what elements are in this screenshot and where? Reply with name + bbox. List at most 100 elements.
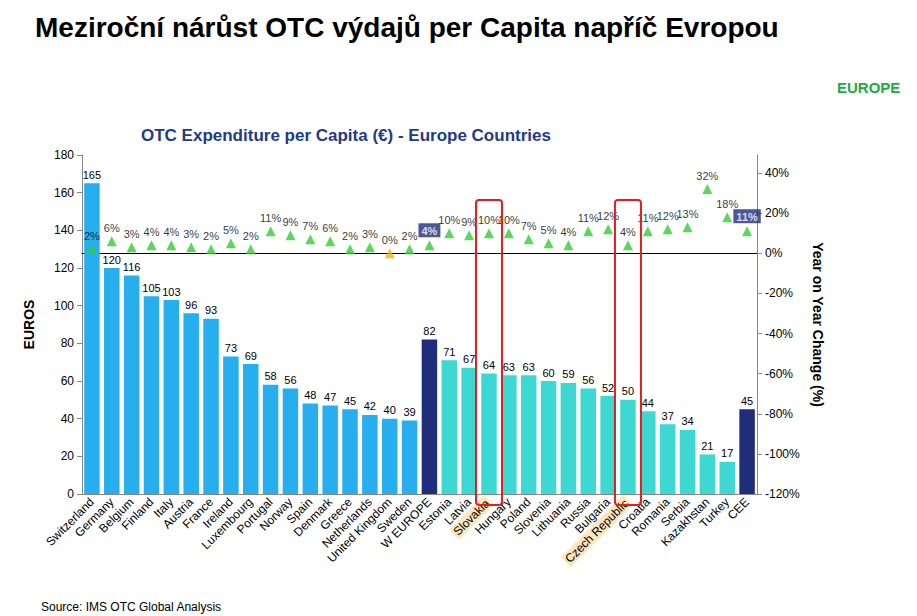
svg-text:5%: 5% (223, 224, 239, 236)
svg-text:67: 67 (463, 353, 475, 365)
svg-text:58: 58 (264, 370, 276, 382)
svg-text:64: 64 (483, 359, 495, 371)
svg-text:0%: 0% (765, 246, 783, 260)
svg-text:120: 120 (103, 254, 121, 266)
svg-text:0: 0 (67, 487, 74, 501)
svg-text:Netherlands: Netherlands (319, 495, 375, 551)
svg-text:103: 103 (162, 286, 180, 298)
svg-text:3%: 3% (183, 228, 199, 240)
svg-text:32%: 32% (696, 170, 718, 182)
svg-text:0%: 0% (382, 234, 398, 246)
svg-text:-100%: -100% (765, 447, 800, 461)
svg-text:105: 105 (142, 282, 160, 294)
svg-text:56: 56 (582, 374, 594, 386)
svg-text:52: 52 (602, 382, 614, 394)
svg-text:Meziroční nárůst OTC výdajů pe: Meziroční nárůst OTC výdajů per Capita n… (35, 12, 779, 43)
svg-text:2%: 2% (342, 230, 358, 242)
svg-text:100: 100 (54, 299, 74, 313)
svg-text:80: 80 (61, 336, 75, 350)
svg-text:United Kingdom: United Kingdom (324, 495, 395, 566)
svg-text:2%: 2% (402, 230, 418, 242)
svg-text:4%: 4% (163, 226, 179, 238)
svg-text:2%: 2% (203, 230, 219, 242)
svg-text:116: 116 (123, 261, 141, 273)
svg-text:40%: 40% (765, 166, 789, 180)
svg-text:120: 120 (54, 261, 74, 275)
svg-text:47: 47 (324, 391, 336, 403)
svg-text:-60%: -60% (765, 367, 793, 381)
svg-text:Year on Year Change (%): Year on Year Change (%) (810, 242, 826, 407)
svg-text:9%: 9% (461, 216, 477, 228)
svg-text:3%: 3% (124, 228, 140, 240)
svg-text:160: 160 (54, 186, 74, 200)
svg-text:45: 45 (741, 395, 753, 407)
svg-text:11%: 11% (736, 211, 758, 223)
svg-text:4%: 4% (421, 225, 437, 237)
svg-text:7%: 7% (302, 220, 318, 232)
svg-text:Switzerland: Switzerland (43, 495, 97, 549)
svg-text:71: 71 (443, 346, 455, 358)
svg-text:165: 165 (83, 169, 101, 181)
svg-text:45: 45 (344, 395, 356, 407)
svg-text:140: 140 (54, 223, 74, 237)
svg-text:37: 37 (662, 410, 674, 422)
svg-text:73: 73 (225, 342, 237, 354)
svg-text:50: 50 (622, 385, 634, 397)
svg-text:13%: 13% (676, 208, 698, 220)
svg-text:69: 69 (245, 350, 257, 362)
svg-text:63: 63 (523, 361, 535, 373)
svg-text:7%: 7% (521, 220, 537, 232)
svg-text:6%: 6% (104, 222, 120, 234)
svg-text:39: 39 (403, 406, 415, 418)
svg-text:56: 56 (284, 374, 296, 386)
svg-text:EUROS: EUROS (21, 300, 37, 350)
svg-text:4%: 4% (620, 226, 636, 238)
svg-text:3%: 3% (362, 228, 378, 240)
svg-text:4%: 4% (560, 226, 576, 238)
svg-text:21: 21 (701, 440, 713, 452)
svg-text:-20%: -20% (765, 286, 793, 300)
svg-text:Germany: Germany (72, 495, 117, 540)
svg-text:-80%: -80% (765, 407, 793, 421)
svg-text:2%: 2% (243, 230, 259, 242)
svg-text:2%: 2% (84, 230, 100, 242)
svg-text:17: 17 (721, 447, 733, 459)
svg-text:CEE: CEE (725, 495, 752, 522)
svg-text:60: 60 (61, 374, 75, 388)
svg-text:40: 40 (384, 404, 396, 416)
svg-text:W EUROPE: W EUROPE (378, 495, 435, 552)
svg-text:-120%: -120% (765, 487, 800, 501)
svg-text:10%: 10% (438, 214, 460, 226)
svg-text:20%: 20% (765, 206, 789, 220)
svg-text:Luxembourg: Luxembourg (198, 495, 256, 553)
svg-text:34: 34 (681, 415, 693, 427)
svg-text:93: 93 (205, 304, 217, 316)
svg-text:60: 60 (542, 367, 554, 379)
svg-text:9%: 9% (283, 216, 299, 228)
svg-text:82: 82 (423, 325, 435, 337)
svg-text:4%: 4% (144, 226, 160, 238)
svg-text:12%: 12% (597, 210, 619, 222)
svg-text:Finland: Finland (119, 495, 157, 533)
svg-text:180: 180 (54, 148, 74, 162)
svg-text:6%: 6% (322, 222, 338, 234)
svg-text:59: 59 (562, 368, 574, 380)
svg-text:5%: 5% (541, 224, 557, 236)
svg-text:44: 44 (642, 397, 654, 409)
svg-text:OTC Expenditure per Capita (€): OTC Expenditure per Capita (€) - Europe … (141, 126, 551, 145)
svg-text:11%: 11% (578, 212, 599, 224)
svg-text:Denmark: Denmark (290, 495, 336, 540)
svg-text:40: 40 (61, 412, 75, 426)
svg-text:18%: 18% (716, 198, 738, 210)
svg-text:63: 63 (503, 361, 515, 373)
svg-text:48: 48 (304, 389, 316, 401)
svg-text:EUROPE: EUROPE (837, 79, 900, 96)
svg-text:Kazakhstan: Kazakhstan (658, 495, 713, 550)
svg-text:20: 20 (61, 449, 75, 463)
svg-text:-40%: -40% (765, 327, 793, 341)
svg-text:Source: IMS OTC Global Analysi: Source: IMS OTC Global Analysis (41, 600, 221, 614)
svg-text:42: 42 (364, 400, 376, 412)
svg-text:96: 96 (185, 299, 197, 311)
svg-text:11%: 11% (260, 212, 281, 224)
svg-text:Czech Republic: Czech Republic (562, 496, 631, 565)
